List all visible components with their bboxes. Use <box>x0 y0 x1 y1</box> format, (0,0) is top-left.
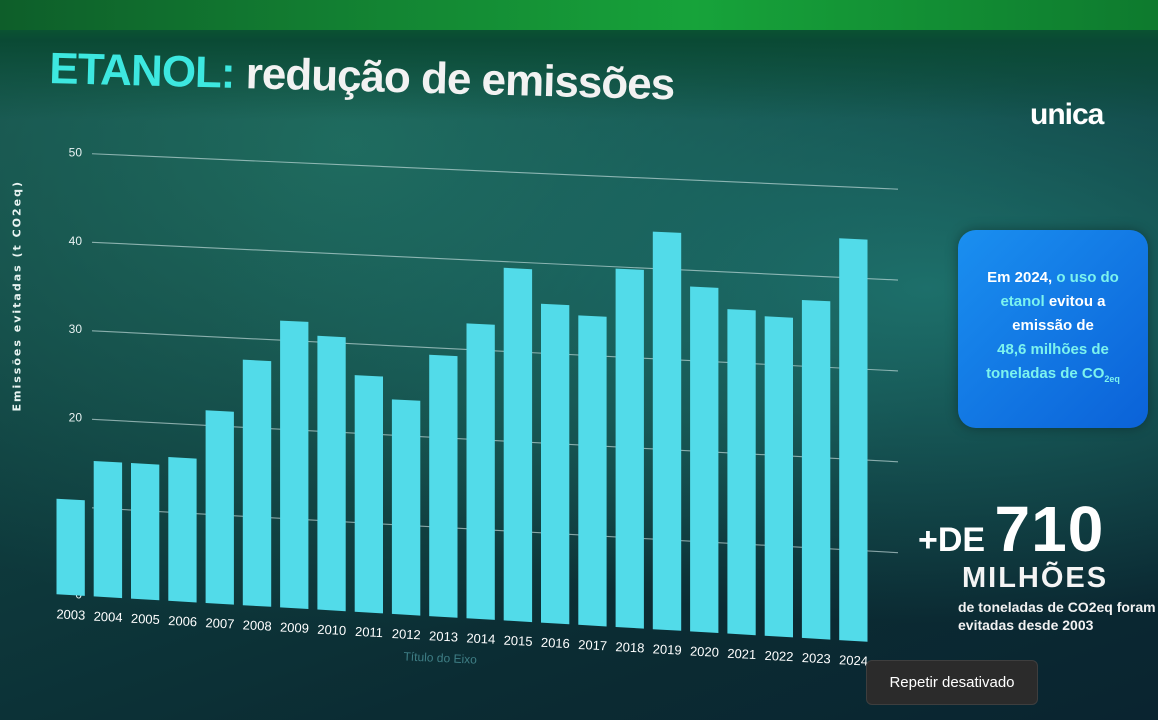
bar-2008 <box>242 359 272 607</box>
y-tick-label: 40 <box>69 234 83 248</box>
callout-line3: emissão de <box>1012 317 1094 334</box>
x-tick-label: 2019 <box>652 641 682 657</box>
callout-line1b: o uso do <box>1052 269 1119 286</box>
gridline <box>91 330 899 372</box>
bar-2011 <box>354 375 383 614</box>
x-tick-label: 2006 <box>168 613 198 629</box>
x-tick-label: 2017 <box>578 637 608 653</box>
x-tick-label: 2008 <box>242 617 272 633</box>
bar-2023 <box>801 300 831 640</box>
x-tick-label: 2016 <box>541 635 571 651</box>
x-tick-label: 2007 <box>205 615 235 631</box>
bar-2009 <box>280 320 309 609</box>
y-tick-label: 20 <box>69 411 83 425</box>
bar-2013 <box>429 354 458 618</box>
bar-2006 <box>168 457 197 603</box>
bar-2018 <box>615 268 644 629</box>
top-banner <box>0 0 1158 30</box>
gridline <box>91 241 899 281</box>
x-tick-label: 2010 <box>317 622 347 638</box>
callout-line4: 48,6 milhões de <box>997 341 1109 358</box>
bar-2004 <box>93 461 123 599</box>
x-tick-label: 2020 <box>690 644 720 660</box>
bar-2022 <box>764 316 793 638</box>
callout-line2b: evitou a <box>1044 293 1106 310</box>
unica-logo: unica <box>1030 98 1104 131</box>
x-tick-label: 2011 <box>355 624 384 640</box>
chart-bars <box>56 231 868 642</box>
x-tick-label: 2015 <box>503 633 533 649</box>
bar-2012 <box>391 399 421 616</box>
bar-2003 <box>56 498 85 596</box>
bar-2020 <box>690 286 719 633</box>
x-tick-label: 2003 <box>56 606 86 622</box>
bar-2007 <box>205 410 234 605</box>
stat-prefix: +DE <box>918 521 995 559</box>
x-tick-label: 2024 <box>839 652 869 668</box>
stat-unit: MILHÕES <box>962 562 1109 594</box>
stat-number: 710 <box>994 493 1105 565</box>
y-tick-label: 30 <box>69 322 83 336</box>
callout-line1a: Em 2024, <box>987 269 1053 286</box>
bar-2010 <box>317 335 346 612</box>
x-tick-label: 2022 <box>764 648 794 664</box>
callout-box: Em 2024, o uso do etanol evitou a emissã… <box>958 230 1148 428</box>
x-tick-label: 2004 <box>93 609 123 625</box>
x-tick-label: 2018 <box>615 639 645 655</box>
bar-2019 <box>652 231 682 631</box>
x-tick-label: 2014 <box>466 630 496 646</box>
callout-line2a: etanol <box>1000 293 1045 310</box>
callout-line5: toneladas de CO <box>986 365 1105 382</box>
bar-2005 <box>131 463 160 601</box>
x-tick-label: 2021 <box>727 646 757 662</box>
bar-2021 <box>727 309 756 636</box>
x-axis-label: Título do Eixo <box>403 649 477 666</box>
bar-2016 <box>541 303 570 625</box>
bar-2015 <box>503 267 533 623</box>
bar-2017 <box>578 315 607 627</box>
bar-2024 <box>839 238 868 642</box>
gridline <box>91 153 899 190</box>
stat-headline: +DE 710 <box>918 492 1104 566</box>
stat-description: de toneladas de CO2eq foram evitadas des… <box>958 599 1156 633</box>
x-tick-label: 2013 <box>429 628 459 644</box>
repeat-tooltip: Repetir desativado <box>866 660 1038 705</box>
x-tick-label: 2005 <box>131 611 161 627</box>
bar-2014 <box>466 323 495 620</box>
x-tick-label: 2012 <box>392 626 422 642</box>
x-tick-label: 2009 <box>280 620 310 636</box>
x-tick-labels: 2003 2004 2005 2006 2007 2008 2009 2010 2011 2012… <box>56 606 868 668</box>
y-tick-label: 50 <box>69 145 83 159</box>
callout-line5-sub: 2eq <box>1104 374 1120 384</box>
x-tick-label: 2023 <box>802 650 832 666</box>
